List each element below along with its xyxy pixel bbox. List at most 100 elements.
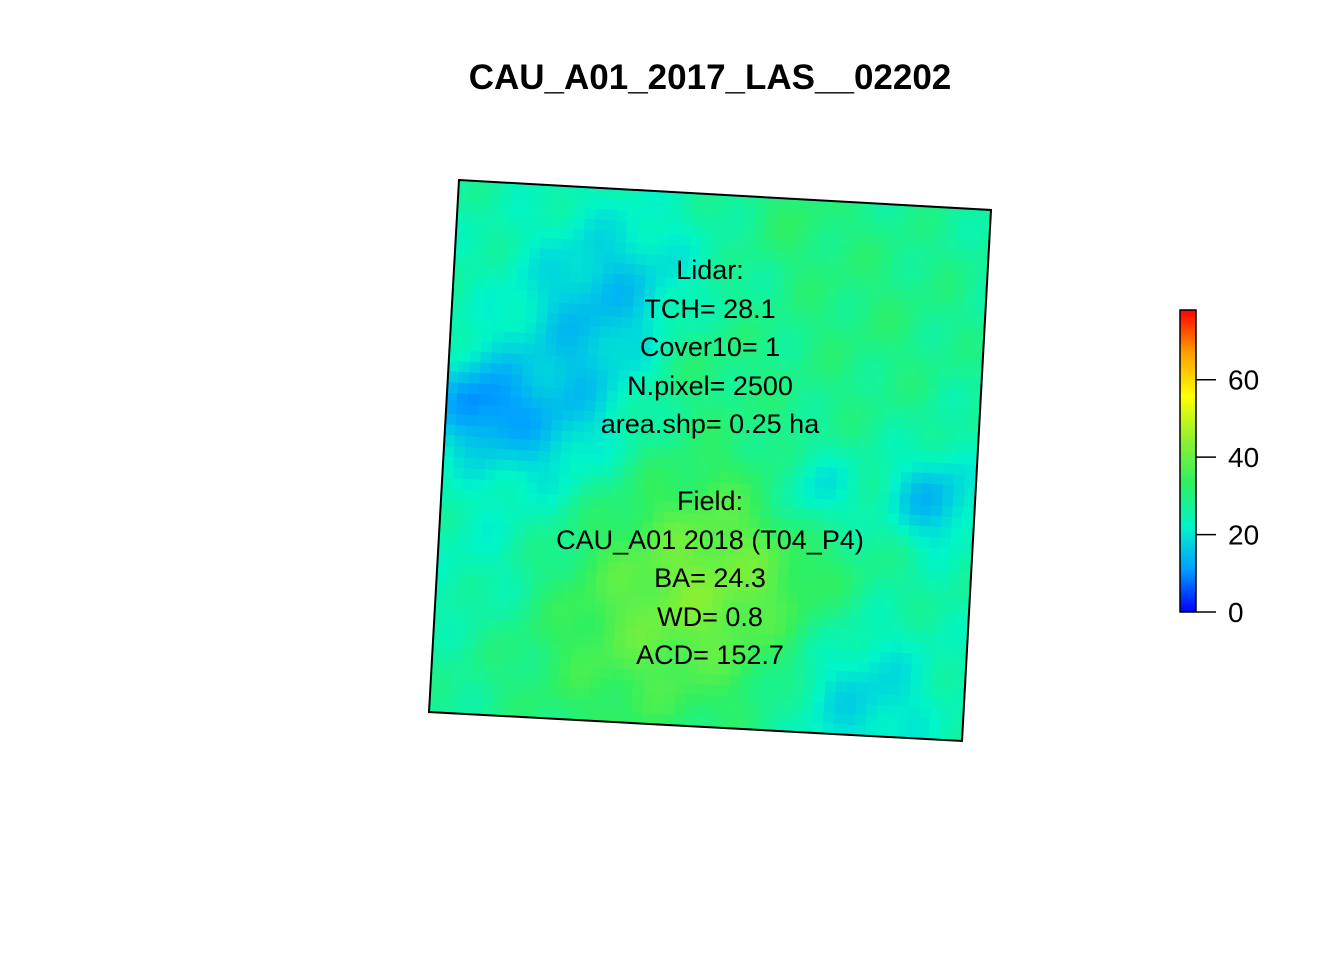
raster-cell (479, 180, 492, 193)
raster-cell (764, 229, 777, 241)
raster-cell (893, 214, 906, 227)
raster-cell (522, 180, 535, 185)
raster-cell (781, 699, 793, 712)
raster-cell (429, 689, 431, 702)
raster-cell (511, 180, 524, 184)
raster-cell (839, 222, 852, 235)
raster-cell (818, 232, 830, 244)
raster-cell (660, 191, 673, 203)
wd-text: WD= 0.8 (657, 601, 763, 632)
raster-cell (918, 718, 931, 730)
raster-cell (631, 701, 644, 714)
raster-cell (642, 702, 654, 715)
raster-cell (490, 181, 502, 194)
raster-cell (845, 692, 858, 705)
raster-cell (525, 685, 538, 698)
raster-cell (555, 718, 568, 731)
raster-cell (498, 214, 511, 226)
raster-cell (447, 180, 460, 191)
raster-cell (929, 718, 942, 731)
raster-cell (861, 213, 874, 225)
raster-cell (461, 692, 474, 705)
raster-cell (568, 676, 581, 689)
raster-cell (458, 180, 471, 181)
raster-cell (903, 226, 916, 239)
raster-cell (491, 715, 504, 728)
raster-cell (595, 198, 608, 210)
raster-cell (659, 212, 671, 225)
raster-cell (594, 230, 606, 242)
raster-cell (561, 238, 574, 251)
raster-cell (780, 710, 793, 723)
raster-cell (659, 201, 672, 214)
raster-cell (908, 717, 920, 730)
raster-cell (728, 685, 741, 698)
raster-cell (450, 691, 463, 704)
raster-cell (471, 703, 484, 716)
raster-cell (874, 736, 887, 741)
raster-cell (968, 219, 981, 231)
raster-cell (856, 682, 869, 695)
raster-cell (504, 673, 517, 686)
raster-cell (909, 696, 922, 708)
raster-cell (514, 695, 527, 708)
raster-cell (913, 237, 926, 250)
raster-cell (643, 681, 656, 693)
raster-cell (616, 209, 629, 222)
raster-cell (876, 704, 889, 717)
raster-cell (682, 181, 694, 194)
raster-cell (980, 198, 991, 211)
raster-cell (573, 207, 586, 220)
raster-cell (798, 198, 811, 211)
raster-cell (587, 720, 600, 733)
raster-cell (988, 230, 991, 243)
raster-cell (689, 235, 702, 248)
raster-cell (801, 711, 814, 724)
raster-cell (497, 235, 510, 248)
raster-cell (606, 198, 619, 211)
raster-cell (727, 696, 740, 709)
raster-cell (748, 708, 761, 721)
raster-cell (811, 733, 823, 741)
raster-cell (756, 196, 768, 209)
raster-cell (438, 712, 451, 725)
raster-cell (732, 227, 745, 240)
raster-cell (520, 215, 532, 228)
raster-cell (876, 715, 889, 728)
raster-cell (553, 195, 566, 208)
raster-cell (597, 180, 609, 189)
raster-cell (604, 230, 617, 243)
raster-cell (765, 218, 778, 231)
raster-cell (916, 194, 929, 207)
raster-cell (956, 239, 969, 252)
raster-cell (429, 679, 442, 692)
raster-cell (834, 691, 847, 704)
raster-cell (501, 180, 514, 184)
raster-cell (690, 224, 703, 237)
acd-text: ACD= 152.7 (636, 640, 784, 670)
raster-cell (732, 237, 745, 250)
raster-cell (531, 205, 544, 218)
raster-cell (929, 707, 942, 720)
raster-cell (813, 690, 826, 703)
raster-cell (786, 230, 798, 243)
raster-cell (653, 692, 666, 705)
raster-cell (510, 203, 522, 216)
raster-cell (692, 192, 705, 205)
raster-cell (734, 205, 746, 218)
raster-cell (685, 683, 698, 696)
color-legend: 0 20 40 60 (1179, 309, 1259, 628)
raster-cell (888, 694, 900, 707)
raster-cell (796, 230, 809, 243)
raster-cell (948, 196, 960, 209)
raster-cell (744, 206, 757, 219)
raster-cell (468, 190, 480, 203)
raster-cell (500, 182, 513, 194)
raster-cell (737, 707, 750, 720)
raster-cell (770, 688, 783, 701)
raster-cell (574, 196, 587, 209)
raster-cell (552, 206, 565, 219)
raster-cell (671, 181, 684, 193)
raster-cell (487, 234, 499, 247)
raster-cell (894, 193, 907, 206)
